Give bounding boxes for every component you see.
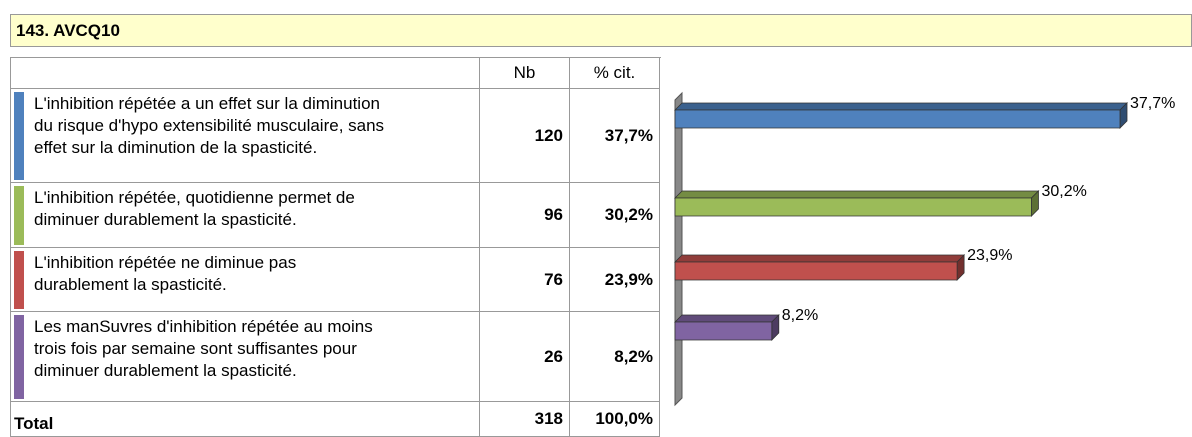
bar bbox=[674, 190, 1040, 217]
label-line: diminuer durablement la spasticité. bbox=[34, 210, 297, 229]
bar-front bbox=[674, 109, 1121, 129]
label-line: L'inhibition répétée ne diminue pas bbox=[34, 253, 297, 272]
bar-front bbox=[674, 261, 958, 281]
label-line: effet sur la diminution de la spasticité… bbox=[34, 138, 318, 157]
row-label: L'inhibition répétée a un effet sur la d… bbox=[10, 89, 480, 183]
bar-top bbox=[674, 190, 1040, 199]
bar-top bbox=[674, 254, 966, 263]
header-pct: % cit. bbox=[570, 57, 660, 89]
row-nb: 120 bbox=[480, 89, 570, 183]
bar bbox=[674, 254, 966, 281]
row-label: L'inhibition répétée ne diminue pas durab… bbox=[10, 248, 480, 312]
label-line: du risque d'hypo extensibilité musculair… bbox=[34, 116, 385, 135]
row-nb: 76 bbox=[480, 248, 570, 312]
bar-front bbox=[674, 197, 1032, 217]
value-label: 23,9% bbox=[967, 247, 1012, 264]
header-blank bbox=[10, 57, 480, 89]
header-nb: Nb bbox=[480, 57, 570, 89]
row-nb: 96 bbox=[480, 183, 570, 248]
label-line: durablement la spasticité. bbox=[34, 275, 227, 294]
bar bbox=[674, 314, 780, 341]
label-line: trois fois par semaine sont suffisantes … bbox=[34, 339, 357, 358]
bar bbox=[674, 102, 1128, 129]
bar-front bbox=[674, 321, 773, 341]
row-color bbox=[14, 315, 24, 399]
row-pct: 37,7% bbox=[570, 89, 660, 183]
row-label: Les manSuvres d'inhibition répétée au mo… bbox=[10, 312, 480, 402]
row-color bbox=[14, 186, 24, 245]
total-nb: 318 bbox=[480, 402, 570, 437]
total-label: Total bbox=[10, 402, 480, 437]
row-pct: 8,2% bbox=[570, 312, 660, 402]
row-pct: 23,9% bbox=[570, 248, 660, 312]
row-color bbox=[14, 251, 24, 309]
label-line: diminuer durablement la spasticité. bbox=[34, 361, 297, 380]
row-pct: 30,2% bbox=[570, 183, 660, 248]
row-nb: 26 bbox=[480, 312, 570, 402]
total-pct: 100,0% bbox=[570, 402, 660, 437]
section-title: 143. AVCQ10 bbox=[10, 14, 1192, 47]
value-label: 37,7% bbox=[1130, 95, 1175, 112]
value-label: 30,2% bbox=[1041, 183, 1086, 200]
label-line: L'inhibition répétée, quotidienne permet… bbox=[34, 188, 355, 207]
row-color bbox=[14, 92, 24, 180]
label-line: L'inhibition répétée a un effet sur la d… bbox=[34, 94, 380, 113]
bar-top bbox=[674, 102, 1128, 111]
row-label: L'inhibition répétée, quotidienne permet… bbox=[10, 183, 480, 248]
label-line: Les manSuvres d'inhibition répétée au mo… bbox=[34, 317, 373, 336]
bar-top bbox=[674, 314, 780, 323]
value-label: 8,2% bbox=[782, 307, 818, 324]
chart-wall bbox=[674, 91, 683, 407]
